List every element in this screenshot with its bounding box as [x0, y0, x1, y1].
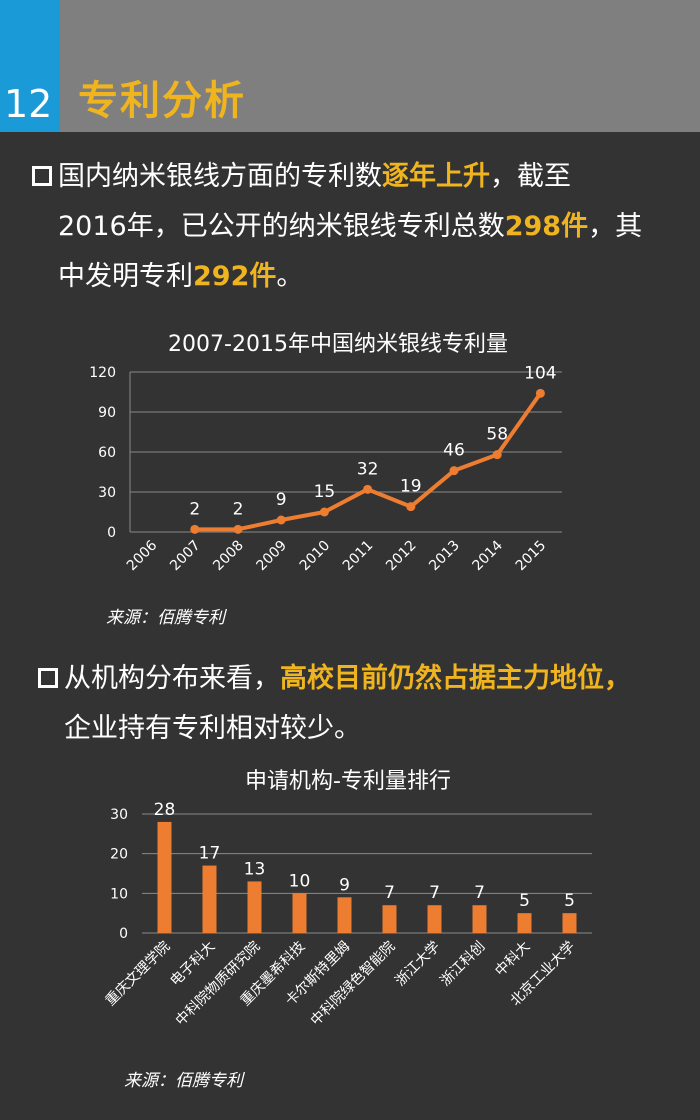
data-label: 15	[314, 482, 336, 502]
header-bar	[0, 0, 700, 132]
bar-value-label: 7	[384, 883, 395, 903]
paragraph-1: 国内纳米银线方面的专利数逐年上升，截至 2016年，已公开的纳米银线专利总数29…	[32, 152, 672, 302]
data-point	[449, 466, 459, 476]
square-bullet-icon	[38, 668, 58, 688]
bar	[247, 881, 262, 933]
paragraph-2: 从机构分布来看，高校目前仍然占据主力地位， 企业持有专利相对较少。	[38, 654, 678, 754]
paragraph-1-line-1: 国内纳米银线方面的专利数逐年上升，截至	[32, 152, 672, 202]
data-point	[492, 450, 502, 460]
bar	[157, 821, 172, 933]
x-tick-label: 浙江科创	[437, 939, 488, 990]
data-point	[319, 507, 329, 517]
p2-text-b: 企业持有专利相对较少。	[64, 713, 361, 744]
y-tick-label: 120	[89, 365, 116, 381]
source-note-1: 来源：佰腾专利	[106, 608, 225, 628]
p1-text-c: 2016年，已公开的纳米银线专利总数	[58, 211, 505, 242]
p1-highlight-c: 292件	[193, 261, 277, 292]
source-note-2: 来源：佰腾专利	[124, 1071, 243, 1091]
bar	[472, 905, 487, 933]
bar	[382, 905, 397, 933]
x-tick-label: 2012	[383, 538, 420, 575]
paragraph-1-line-3: 中发明专利292件。	[32, 252, 672, 302]
bar-value-label: 13	[244, 859, 266, 879]
x-tick-label: 2013	[426, 538, 463, 575]
y-tick-label: 60	[98, 445, 116, 461]
bar-value-label: 17	[199, 844, 221, 864]
p1-text-b: ，截至	[490, 161, 571, 192]
bar	[337, 897, 352, 933]
data-label: 9	[276, 490, 287, 510]
p2-highlight-a: 高校目前仍然占据主力地位，	[280, 663, 631, 694]
x-tick-label: 2009	[254, 538, 291, 575]
bar	[202, 865, 217, 933]
x-tick-label: 中科院物质研究院	[173, 939, 264, 1030]
bar-value-label: 10	[289, 871, 311, 891]
y-tick-label: 0	[107, 525, 116, 541]
paragraph-2-line-2: 企业持有专利相对较少。	[38, 704, 678, 754]
x-tick-label: 2007	[167, 538, 204, 575]
p1-highlight-a: 逐年上升	[382, 161, 490, 192]
bar	[517, 913, 532, 933]
data-point	[406, 502, 416, 512]
bar	[427, 905, 442, 933]
line-chart-title: 2007-2015年中国纳米银线专利量	[168, 332, 508, 357]
p1-text-e: 中发明专利	[58, 261, 193, 292]
y-tick-label: 20	[110, 847, 128, 863]
bar-value-label: 7	[429, 883, 440, 903]
data-label: 32	[357, 459, 379, 479]
data-label: 19	[400, 477, 422, 497]
x-tick-label: 重庆文理学院	[103, 939, 174, 1010]
bar	[562, 913, 577, 933]
page-number-box: 12	[0, 0, 60, 132]
page-number: 12	[4, 82, 53, 126]
p1-text-a: 国内纳米银线方面的专利数	[58, 161, 382, 192]
x-tick-label: 中科大	[492, 939, 533, 980]
x-tick-label: 浙江大学	[392, 939, 443, 990]
data-label: 104	[524, 363, 556, 383]
data-point	[190, 524, 200, 534]
y-tick-label: 0	[119, 926, 128, 942]
page-title: 专利分析	[78, 78, 246, 124]
data-label: 46	[443, 441, 465, 461]
bar	[292, 893, 307, 933]
bar-value-label: 28	[154, 800, 176, 820]
bar-value-label: 9	[339, 875, 350, 895]
p1-text-d: ，其	[588, 211, 643, 242]
data-point	[363, 484, 373, 494]
paragraph-2-line-1: 从机构分布来看，高校目前仍然占据主力地位，	[38, 654, 678, 704]
y-tick-label: 10	[110, 886, 128, 902]
x-tick-label: 2014	[470, 537, 507, 574]
x-tick-label: 2008	[210, 538, 247, 575]
bar-value-label: 5	[519, 891, 530, 911]
y-tick-label: 30	[98, 485, 116, 501]
data-point	[233, 524, 243, 534]
data-label: 2	[233, 499, 244, 519]
y-tick-label: 30	[110, 807, 128, 823]
data-label: 58	[486, 425, 508, 445]
data-point	[276, 515, 286, 525]
x-tick-label: 2015	[513, 538, 550, 575]
bar-value-label: 7	[474, 883, 485, 903]
data-label: 2	[189, 499, 200, 519]
p1-highlight-b: 298件	[504, 211, 589, 242]
square-bullet-icon	[32, 166, 52, 186]
x-tick-label: 中科院绿色智能院	[307, 938, 398, 1029]
x-tick-label: 2010	[297, 538, 334, 575]
p2-text-a: 从机构分布来看，	[64, 663, 280, 694]
x-tick-label: 2006	[124, 537, 161, 574]
data-point	[535, 388, 545, 398]
bar-chart-title: 申请机构-专利量排行	[245, 769, 451, 794]
y-tick-label: 90	[98, 405, 116, 421]
p1-text-f: 。	[276, 261, 304, 292]
bar-value-label: 5	[564, 891, 575, 911]
paragraph-1-line-2: 2016年，已公开的纳米银线专利总数298件，其	[32, 202, 672, 252]
x-tick-label: 2011	[340, 538, 377, 575]
